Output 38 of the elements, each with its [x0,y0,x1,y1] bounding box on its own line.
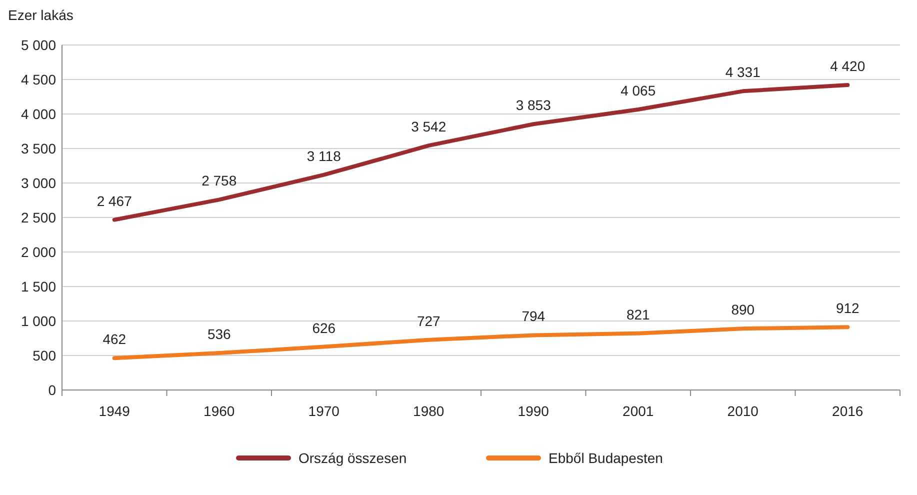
x-tick-label: 2016 [832,403,864,419]
y-tick-label: 2 000 [20,244,56,260]
y-tick-label: 4 500 [20,71,56,88]
data-label: 4 420 [830,58,866,74]
y-tick-label: 2 500 [20,209,56,226]
legend-label: Ebből Budapesten [548,450,663,466]
data-label: 536 [207,326,232,342]
legend-label: Ország összesen [298,450,407,466]
data-label: 794 [522,308,546,324]
data-label: 727 [416,312,441,329]
data-label: 2 758 [202,172,237,189]
data-label: 4 331 [725,64,761,80]
y-axis-title: Ezer lakás [8,7,74,23]
data-label: 912 [836,300,860,316]
data-label: 3 853 [516,97,552,114]
x-tick-label: 2010 [727,403,759,419]
data-label: 3 118 [306,148,342,164]
data-label: 3 542 [411,118,446,135]
data-label: 4 065 [620,82,656,99]
x-tick-label: 2001 [622,403,654,419]
data-label: 890 [731,302,755,318]
y-tick-label: 3 500 [20,140,56,156]
x-tick-label: 1960 [204,403,235,419]
y-tick-label: 500 [32,347,56,364]
data-label: 2 467 [96,192,132,209]
y-tick-label: 4 000 [20,106,56,122]
y-tick-label: 5 000 [20,36,56,53]
y-tick-label: 1 500 [20,278,56,294]
data-label: 626 [312,320,336,336]
y-tick-label: 0 [48,382,56,398]
x-tick-label: 1949 [98,403,130,419]
data-label: 821 [626,306,650,322]
x-tick-label: 1980 [413,403,444,419]
y-tick-label: 1 000 [20,312,56,329]
x-tick-label: 1970 [308,403,340,419]
x-tick-label: 1990 [518,403,550,419]
data-label: 462 [102,331,126,348]
y-tick-label: 3 000 [20,174,56,191]
